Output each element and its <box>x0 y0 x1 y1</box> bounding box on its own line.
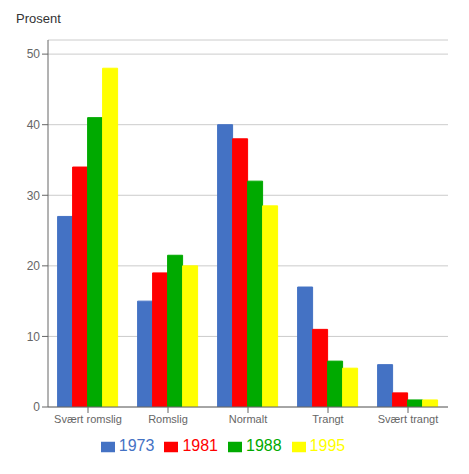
svg-text:50: 50 <box>27 47 41 61</box>
svg-text:Svært trangt: Svært trangt <box>378 413 439 425</box>
svg-text:Normalt: Normalt <box>229 413 268 425</box>
svg-text:40: 40 <box>27 118 41 132</box>
svg-text:30: 30 <box>27 189 41 203</box>
svg-text:Romslig: Romslig <box>148 413 188 425</box>
html-text:1981: 1981 <box>182 437 218 454</box>
svg-text:20: 20 <box>27 259 41 273</box>
html-text:1988: 1988 <box>246 437 282 454</box>
svg-text:10: 10 <box>27 330 41 344</box>
html-text:1995: 1995 <box>309 437 346 454</box>
html-text:1973: 1973 <box>118 437 155 454</box>
svg-text:Trangt: Trangt <box>312 413 343 425</box>
svg-text:0: 0 <box>33 400 40 414</box>
svg-text:Svært romslig: Svært romslig <box>54 413 122 425</box>
html-text:Prosent: Prosent <box>16 11 61 26</box>
